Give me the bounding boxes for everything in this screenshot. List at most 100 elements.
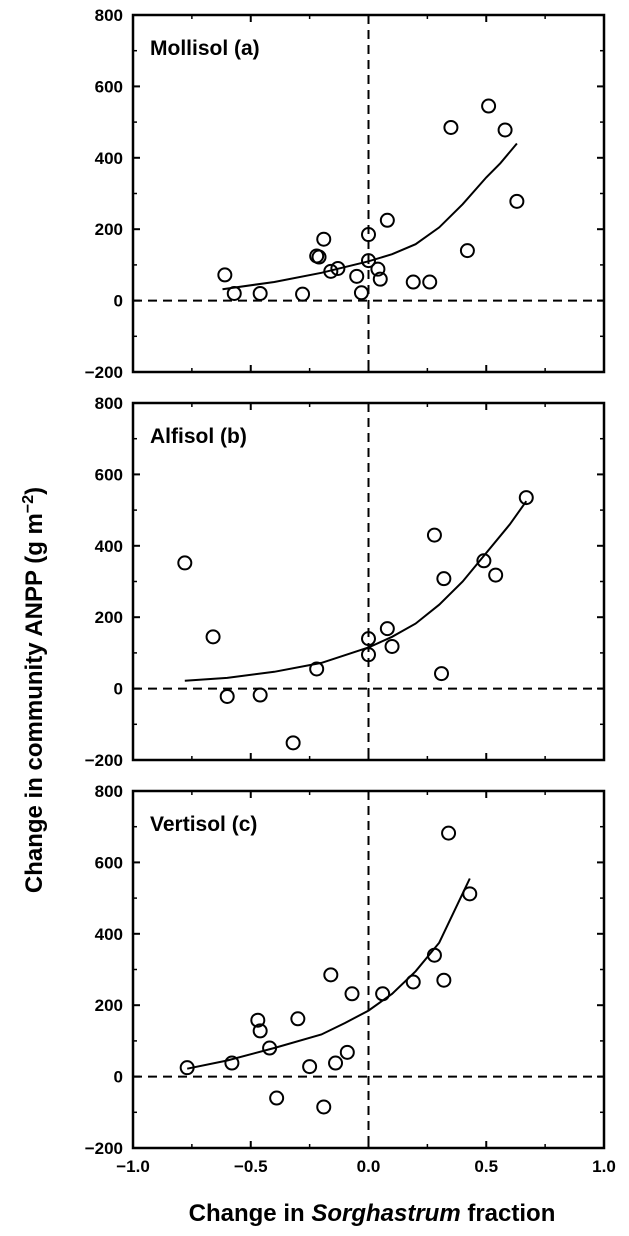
data-point <box>316 231 332 247</box>
y-tick-label: 400 <box>95 537 123 556</box>
y-tick-label: 600 <box>95 853 123 872</box>
data-point <box>290 1011 306 1027</box>
panel-1: −200 0 200 400 600 800 Mollisol (a) <box>85 6 606 382</box>
y-axis-title: Change in community ANPP (g m−2) <box>20 487 48 893</box>
panel-3: −200 0 200 400 600 800 −1.0 −0.5 0.0 0.5 1.0 Vertis… <box>85 782 616 1176</box>
data-point <box>361 227 376 243</box>
data-point <box>384 638 400 654</box>
panel-2: −200 0 200 400 600 800 Alfisol (b) <box>85 394 606 770</box>
data-point <box>330 260 346 276</box>
y-axis-title-main: Change in community ANPP (g m <box>21 513 48 893</box>
x-tick-label: 0.0 <box>357 1157 381 1176</box>
data-point <box>405 974 421 990</box>
data-point <box>323 967 339 983</box>
fit-curve <box>222 142 518 291</box>
data-point <box>481 98 497 114</box>
data-point <box>488 567 504 583</box>
x-tick-label: −0.5 <box>234 1157 268 1176</box>
data-point <box>219 688 235 704</box>
data-point <box>375 986 391 1002</box>
data-point <box>179 1060 195 1076</box>
y-tick-label: 600 <box>95 465 123 484</box>
data-point <box>205 629 221 645</box>
x-axis-title-post: fraction <box>461 1200 556 1227</box>
data-point <box>269 1090 285 1106</box>
y-tick-label: 400 <box>95 149 123 168</box>
data-point <box>441 825 457 841</box>
panel-label: Vertisol (c) <box>150 813 257 836</box>
data-point <box>426 947 442 963</box>
panel-label: Mollisol (a) <box>150 37 260 60</box>
y-tick-label: 400 <box>95 925 123 944</box>
y-tick-label: 200 <box>95 220 123 239</box>
data-point <box>339 1044 355 1060</box>
data-point <box>177 555 193 571</box>
x-tick-label: 0.5 <box>474 1157 498 1176</box>
data-point <box>252 285 268 301</box>
data-point <box>509 193 525 209</box>
y-tick-label: 600 <box>95 77 123 96</box>
data-point <box>353 285 369 301</box>
data-point <box>497 122 513 138</box>
data-point <box>285 735 301 751</box>
data-point <box>443 119 459 135</box>
fit-curve <box>186 878 471 1070</box>
data-point <box>361 631 376 647</box>
data-point <box>405 274 421 290</box>
data-point <box>462 886 478 902</box>
y-tick-label: 800 <box>95 782 123 801</box>
y-tick-label: 0 <box>114 1068 123 1087</box>
data-point <box>518 490 534 506</box>
panel-label: Alfisol (b) <box>150 425 247 448</box>
data-point <box>252 1023 268 1039</box>
data-point <box>459 243 475 259</box>
x-tick-label: −1.0 <box>116 1157 150 1176</box>
data-point <box>344 986 360 1002</box>
data-point <box>302 1059 318 1075</box>
data-point <box>436 571 452 587</box>
y-axis-title-sup: −2 <box>20 495 37 513</box>
plot-frame <box>131 789 606 1150</box>
data-point <box>309 661 325 677</box>
y-tick-label: −200 <box>85 751 123 770</box>
data-point <box>379 212 395 228</box>
data-point <box>224 1055 240 1071</box>
data-point <box>476 553 492 569</box>
fit-curve <box>184 500 528 682</box>
data-point <box>226 285 242 301</box>
y-tick-label: −200 <box>85 1139 123 1158</box>
data-point <box>295 286 311 302</box>
panels-group: −200 0 200 400 600 800 Mollisol (a) −200 0 200 400… <box>85 6 616 1176</box>
data-point <box>422 274 438 290</box>
data-point <box>379 621 395 637</box>
y-tick-label: −200 <box>85 363 123 382</box>
x-axis-title-italic: Sorghastrum <box>311 1200 460 1227</box>
data-point <box>262 1040 278 1056</box>
y-tick-label: 800 <box>95 394 123 413</box>
data-point <box>434 666 450 682</box>
data-point <box>323 263 339 279</box>
y-tick-label: 200 <box>95 608 123 627</box>
data-point <box>361 253 376 269</box>
plot-frame <box>131 401 606 762</box>
data-point <box>426 527 442 543</box>
data-point <box>217 267 233 283</box>
x-axis-title: Change in Sorghastrum fraction <box>189 1200 556 1227</box>
y-axis-title-close: ) <box>21 487 48 495</box>
data-point <box>250 1012 266 1028</box>
data-point <box>311 249 327 265</box>
data-point <box>361 647 376 663</box>
data-point <box>328 1055 344 1071</box>
data-point <box>316 1099 332 1115</box>
y-tick-label: 0 <box>114 680 123 699</box>
x-tick-label: 1.0 <box>592 1157 616 1176</box>
data-point <box>436 972 452 988</box>
data-point <box>370 261 386 277</box>
y-tick-label: 800 <box>95 6 123 25</box>
y-tick-label: 200 <box>95 996 123 1015</box>
data-point <box>252 687 268 703</box>
x-axis-title-pre: Change in <box>189 1200 312 1227</box>
data-point <box>349 268 365 284</box>
plot-frame <box>131 13 606 374</box>
